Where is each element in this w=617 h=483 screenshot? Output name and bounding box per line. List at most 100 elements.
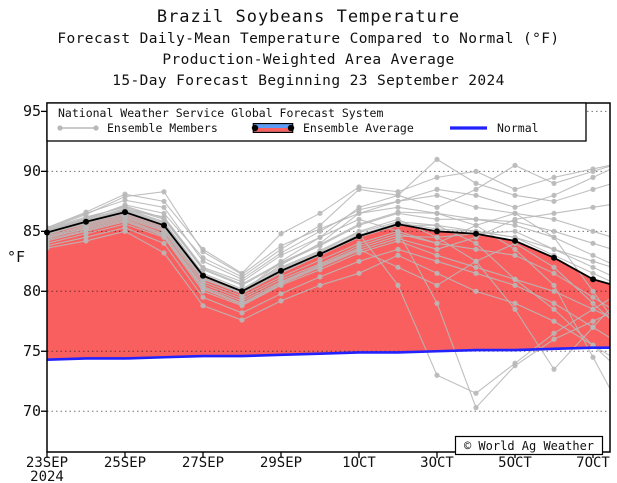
ensemble-member-point: [473, 288, 479, 294]
ensemble-member-point: [473, 246, 479, 252]
ensemble-member-point: [473, 180, 479, 186]
ensemble-member-point: [473, 240, 479, 246]
legend-members-swatch-dot: [57, 125, 63, 131]
ensemble-member-point: [278, 280, 284, 286]
x-tick-label: 29SEP: [259, 455, 303, 471]
ensemble-member-line: [47, 217, 610, 309]
ensemble-member-point: [590, 318, 596, 324]
legend-label-normal: Normal: [497, 121, 539, 135]
ensemble-average-point: [161, 222, 167, 229]
ensemble-member-point: [590, 166, 596, 172]
ensemble-member-point: [239, 293, 245, 299]
subtitle-comparison: Forecast Daily-Mean Temperature Compared…: [57, 31, 560, 47]
legend-average-swatch-dot: [287, 124, 295, 132]
ensemble-member-point: [395, 192, 401, 198]
ensemble-member-point: [434, 192, 440, 198]
ensemble-member-point: [590, 174, 596, 180]
ensemble-member-point: [473, 216, 479, 222]
ensemble-member-point: [356, 204, 362, 210]
ensemble-member-point: [317, 234, 323, 240]
ensemble-average-point: [356, 233, 362, 240]
ensemble-member-point: [161, 215, 167, 221]
legend-label-ensemble-members: Ensemble Members: [107, 121, 218, 135]
ensemble-member-point: [200, 279, 206, 285]
page-title: Brazil Soybeans Temperature: [156, 7, 461, 27]
y-tick-label: 80: [22, 281, 41, 300]
ensemble-member-point: [551, 300, 557, 306]
ensemble-member-point: [551, 198, 557, 204]
ensemble-average-point: [83, 218, 89, 225]
ensemble-member-point: [356, 210, 362, 216]
ensemble-member-point: [395, 252, 401, 258]
ensemble-member-point: [551, 270, 557, 276]
ensemble-member-point: [434, 258, 440, 264]
ensemble-member-line: [47, 230, 610, 357]
subtitle-area-average: Production-Weighted Area Average: [162, 52, 455, 68]
ensemble-member-point: [317, 226, 323, 232]
legend-header: National Weather Service Global Forecast…: [58, 106, 384, 120]
ensemble-member-point: [278, 243, 284, 249]
ensemble-member-point: [512, 300, 518, 306]
ensemble-member-line: [47, 223, 610, 318]
ensemble-average-point: [434, 228, 440, 235]
ensemble-average-point: [278, 267, 284, 274]
ensemble-average-point: [200, 272, 206, 279]
x-tick-label: 23SEP: [25, 455, 69, 471]
ensemble-member-point: [161, 189, 167, 195]
ensemble-member-point: [512, 246, 518, 252]
ensemble-member-line: [47, 215, 610, 295]
ensemble-average-point: [122, 209, 128, 216]
ensemble-member-point: [200, 285, 206, 291]
ensemble-member-point: [239, 281, 245, 287]
ensemble-member-point: [122, 197, 128, 203]
ensemble-member-point: [473, 264, 479, 270]
ensemble-member-line: [47, 210, 610, 291]
ensemble-member-point: [551, 234, 557, 240]
ensemble-member-point: [278, 246, 284, 252]
ensemble-member-line: [47, 191, 610, 276]
ensemble-member-point: [512, 282, 518, 288]
x-tick-label: 5OCT: [498, 455, 532, 471]
ensemble-member-point: [395, 282, 401, 288]
ensemble-member-point: [122, 217, 128, 224]
ensemble-member-point: [551, 180, 557, 186]
y-tick-label: 70: [22, 401, 41, 420]
ensemble-average-point: [590, 276, 596, 283]
ensemble-member-point: [473, 192, 479, 198]
ensemble-member-point: [512, 186, 518, 192]
ensemble-member-point: [395, 189, 401, 195]
ensemble-average-point: [317, 251, 323, 258]
ensemble-member-point: [551, 282, 557, 288]
ensemble-member-point: [590, 324, 596, 330]
ensemble-member-point: [278, 274, 284, 280]
ensemble-member-point: [551, 330, 557, 336]
ensemble-member-point: [122, 203, 128, 209]
ensemble-average-point: [551, 254, 557, 261]
ensemble-member-point: [317, 263, 323, 269]
ensemble-member-point: [551, 264, 557, 270]
ensemble-member-point: [356, 184, 362, 190]
ensemble-member-point: [278, 252, 284, 258]
legend-label-ensemble-average: Ensemble Average: [303, 121, 414, 135]
ensemble-member-point: [512, 363, 518, 369]
ensemble-member-point: [512, 204, 518, 210]
ensemble-member-line: [47, 164, 610, 278]
ensemble-member-point: [83, 209, 89, 215]
ensemble-member-point: [278, 231, 284, 237]
ensemble-member-point: [473, 258, 479, 264]
ensemble-member-point: [356, 246, 362, 252]
ensemble-member-point: [317, 222, 323, 228]
ensemble-member-point: [434, 300, 440, 306]
ensemble-member-point: [551, 306, 557, 312]
ensemble-member-point: [200, 294, 206, 300]
ensemble-member-point: [278, 291, 284, 297]
ensemble-member-point: [122, 228, 128, 234]
ensemble-member-point: [317, 282, 323, 288]
ensemble-member-line: [47, 158, 610, 283]
ensemble-member-point: [473, 168, 479, 174]
ensemble-member-point: [512, 276, 518, 282]
ensemble-member-point: [473, 405, 479, 411]
ensemble-member-point: [161, 210, 167, 216]
ensemble-member-line: [47, 219, 610, 320]
